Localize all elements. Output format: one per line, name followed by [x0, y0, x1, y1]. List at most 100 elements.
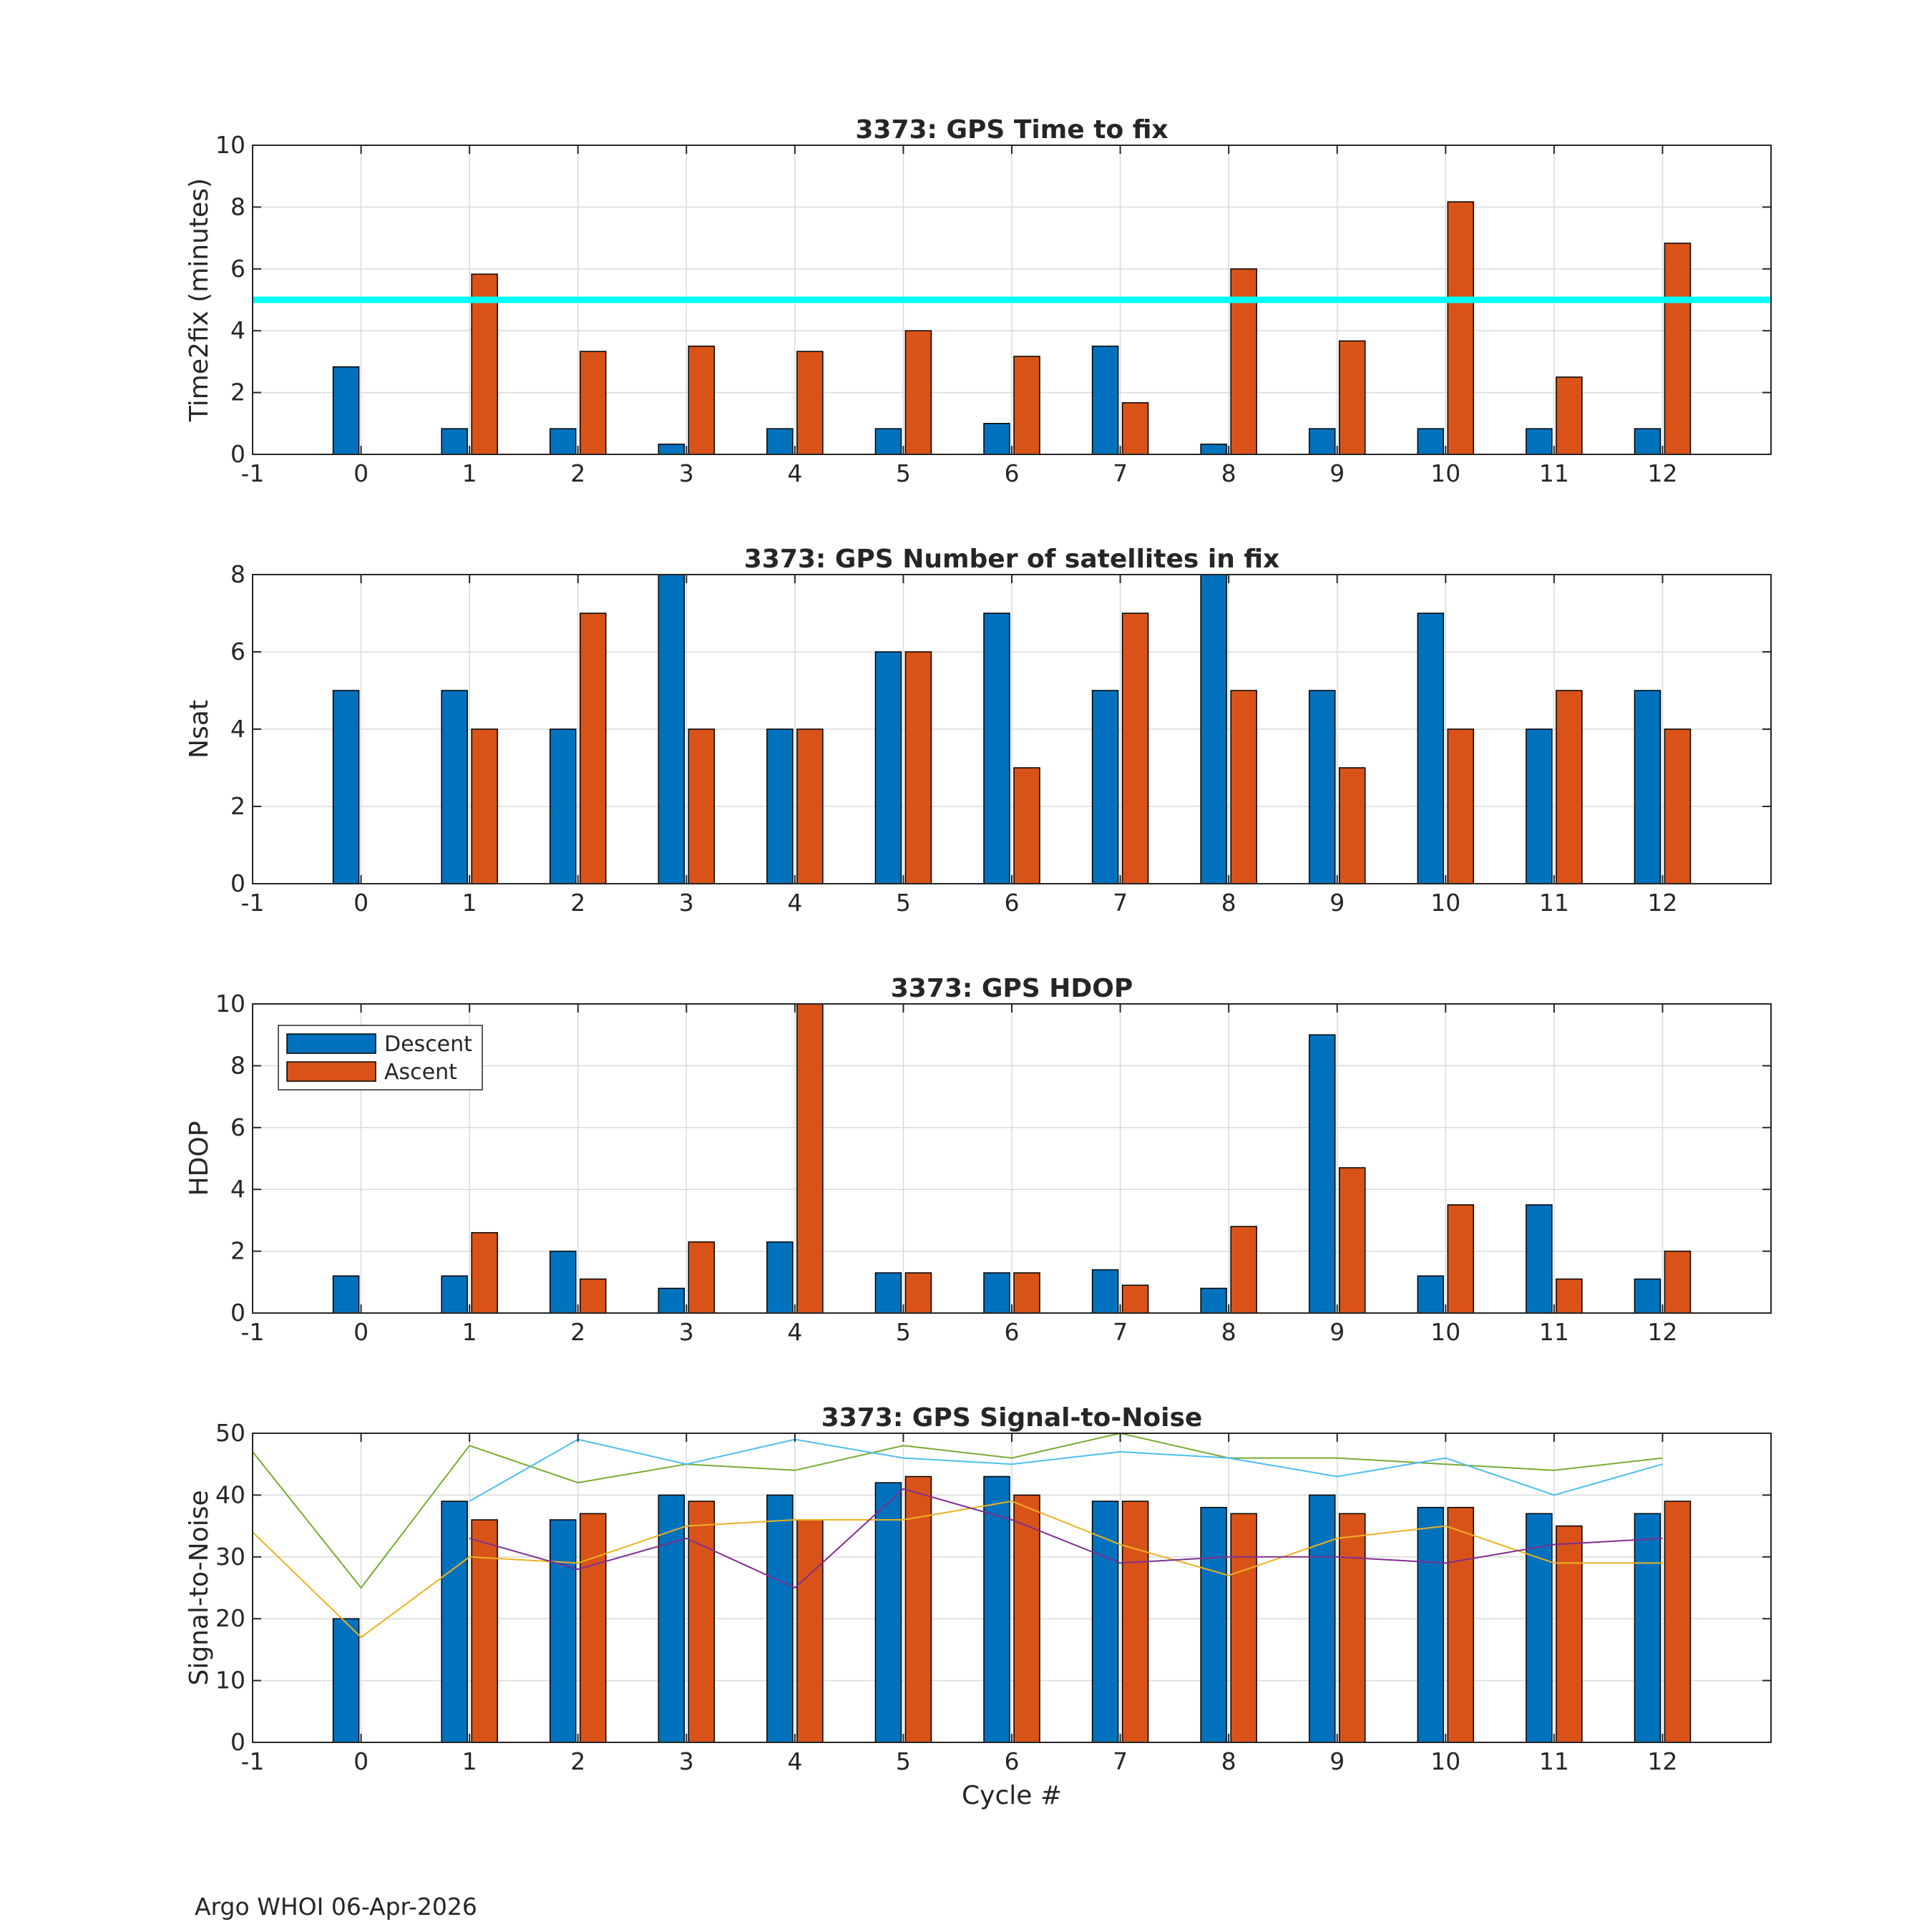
x-tick-label: 1	[462, 1318, 477, 1346]
x-tick-label: 5	[896, 1318, 911, 1346]
descent-bar-cycle-8	[1200, 574, 1227, 884]
descent-bar-cycle-4	[766, 728, 794, 884]
ascent-bar-cycle-4	[796, 1519, 824, 1743]
descent-bar-cycle-4	[766, 428, 794, 455]
ascent-bar-cycle-9	[1338, 767, 1366, 884]
x-tick-label: 11	[1539, 889, 1569, 917]
x-tick-label: 3	[679, 889, 694, 917]
y-tick-label: 8	[230, 1051, 245, 1079]
y-tick-label: 40	[215, 1480, 245, 1508]
ascent-bar-cycle-9	[1338, 1513, 1366, 1743]
ascent-bar-cycle-6	[1013, 767, 1040, 884]
x-tick-label: 7	[1113, 1318, 1128, 1346]
descent-bar-cycle-12	[1634, 1513, 1662, 1743]
descent-bar-cycle-8	[1200, 1506, 1227, 1743]
descent-bar-cycle-6	[983, 1272, 1010, 1314]
descent-bar-cycle-4	[766, 1241, 794, 1314]
descent-bar-cycle-1	[441, 690, 468, 884]
x-tick-label: 5	[896, 1747, 911, 1775]
x-tick-label: 4	[787, 889, 802, 917]
y-tick-label: 0	[230, 869, 245, 897]
ascent-bar-cycle-7	[1121, 402, 1149, 455]
ascent-bar-cycle-11	[1556, 1278, 1583, 1314]
snr-series-line-2	[469, 1438, 1663, 1502]
y-tick-label: 6	[230, 638, 245, 665]
descent-bar-cycle-5	[874, 1482, 902, 1743]
descent-bar-cycle-4	[766, 1494, 794, 1743]
ascent-bar-cycle-1	[471, 728, 498, 884]
descent-bar-cycle-11	[1526, 1204, 1553, 1314]
x-tick-label: 6	[1005, 1318, 1020, 1346]
descent-bar-cycle-3	[658, 1494, 686, 1743]
x-tick-label: 3	[679, 1747, 694, 1775]
ascent-bar-cycle-5	[904, 1272, 932, 1314]
x-tick-label: 4	[787, 1747, 802, 1775]
y-tick-label: 20	[215, 1604, 245, 1632]
x-tick-label: 1	[462, 889, 477, 917]
ascent-bar-cycle-10	[1447, 1204, 1475, 1314]
x-tick-label: 12	[1647, 459, 1677, 487]
ascent-bar-cycle-2	[579, 1278, 607, 1314]
descent-bar-cycle-8	[1200, 1287, 1227, 1314]
ascent-bar-cycle-7	[1121, 1501, 1149, 1743]
descent-bar-cycle-6	[983, 1475, 1010, 1743]
panel-title: 3373: GPS Number of satellites in fix	[744, 545, 1280, 574]
panel-title: 3373: GPS Time to fix	[855, 115, 1168, 145]
x-tick-label: 2	[570, 459, 585, 487]
y-tick-label: 2	[230, 1237, 245, 1265]
x-tick-label: 1	[462, 459, 477, 487]
ascent-bar-cycle-5	[904, 330, 932, 455]
x-tick-label: 12	[1647, 1318, 1677, 1346]
ascent-bar-cycle-6	[1013, 356, 1040, 455]
x-tick-label: 1	[462, 1747, 477, 1775]
descent-bar-cycle-11	[1526, 728, 1553, 884]
ascent-bar-cycle-10	[1447, 201, 1475, 455]
x-tick-label: 2	[570, 1747, 585, 1775]
descent-bar-cycle-3	[658, 443, 686, 455]
descent-bar-cycle-12	[1634, 690, 1662, 884]
descent-bar-cycle-6	[983, 613, 1010, 884]
x-tick-label: 10	[1430, 459, 1460, 487]
descent-bar-cycle-0	[332, 1275, 360, 1314]
ascent-bar-cycle-2	[579, 613, 607, 884]
y-axis-label: HDOP	[185, 1121, 214, 1196]
descent-bar-cycle-10	[1417, 1275, 1445, 1314]
ascent-bar-cycle-3	[688, 1241, 716, 1314]
descent-bar-cycle-12	[1634, 1278, 1662, 1314]
legend-descent-label: Descent	[384, 1032, 472, 1057]
descent-bar-cycle-1	[441, 1501, 468, 1743]
y-tick-label: 2	[230, 379, 245, 406]
x-tick-label: 5	[896, 459, 911, 487]
ascent-bar-cycle-1	[471, 1231, 498, 1314]
y-tick-label: 50	[215, 1419, 245, 1447]
ascent-bar-cycle-4	[796, 1003, 824, 1314]
descent-bar-cycle-5	[874, 651, 902, 884]
y-axis-label: Nsat	[185, 700, 214, 758]
x-tick-label: 4	[787, 459, 802, 487]
descent-bar-cycle-0	[332, 1618, 360, 1743]
x-tick-label: 8	[1221, 1747, 1236, 1775]
x-tick-label: 6	[1005, 459, 1020, 487]
descent-bar-cycle-11	[1526, 428, 1553, 455]
x-tick-label: 3	[679, 459, 694, 487]
ascent-bar-cycle-11	[1556, 1525, 1583, 1743]
x-tick-label: 12	[1647, 889, 1677, 917]
descent-bar-cycle-1	[441, 1275, 468, 1314]
ascent-bar-cycle-4	[796, 728, 824, 884]
x-tick-label: 11	[1539, 1318, 1569, 1346]
y-tick-label: 10	[215, 131, 245, 159]
y-tick-label: 6	[230, 1113, 245, 1141]
x-tick-label: 10	[1430, 1318, 1460, 1346]
y-tick-label: 8	[230, 560, 245, 588]
descent-bar-cycle-6	[983, 423, 1010, 455]
ascent-bar-cycle-5	[904, 1475, 932, 1743]
x-tick-label: -1	[241, 1318, 265, 1346]
x-tick-label: 2	[570, 1318, 585, 1346]
ascent-bar-cycle-7	[1121, 1284, 1149, 1314]
ascent-bar-cycle-9	[1338, 340, 1366, 455]
